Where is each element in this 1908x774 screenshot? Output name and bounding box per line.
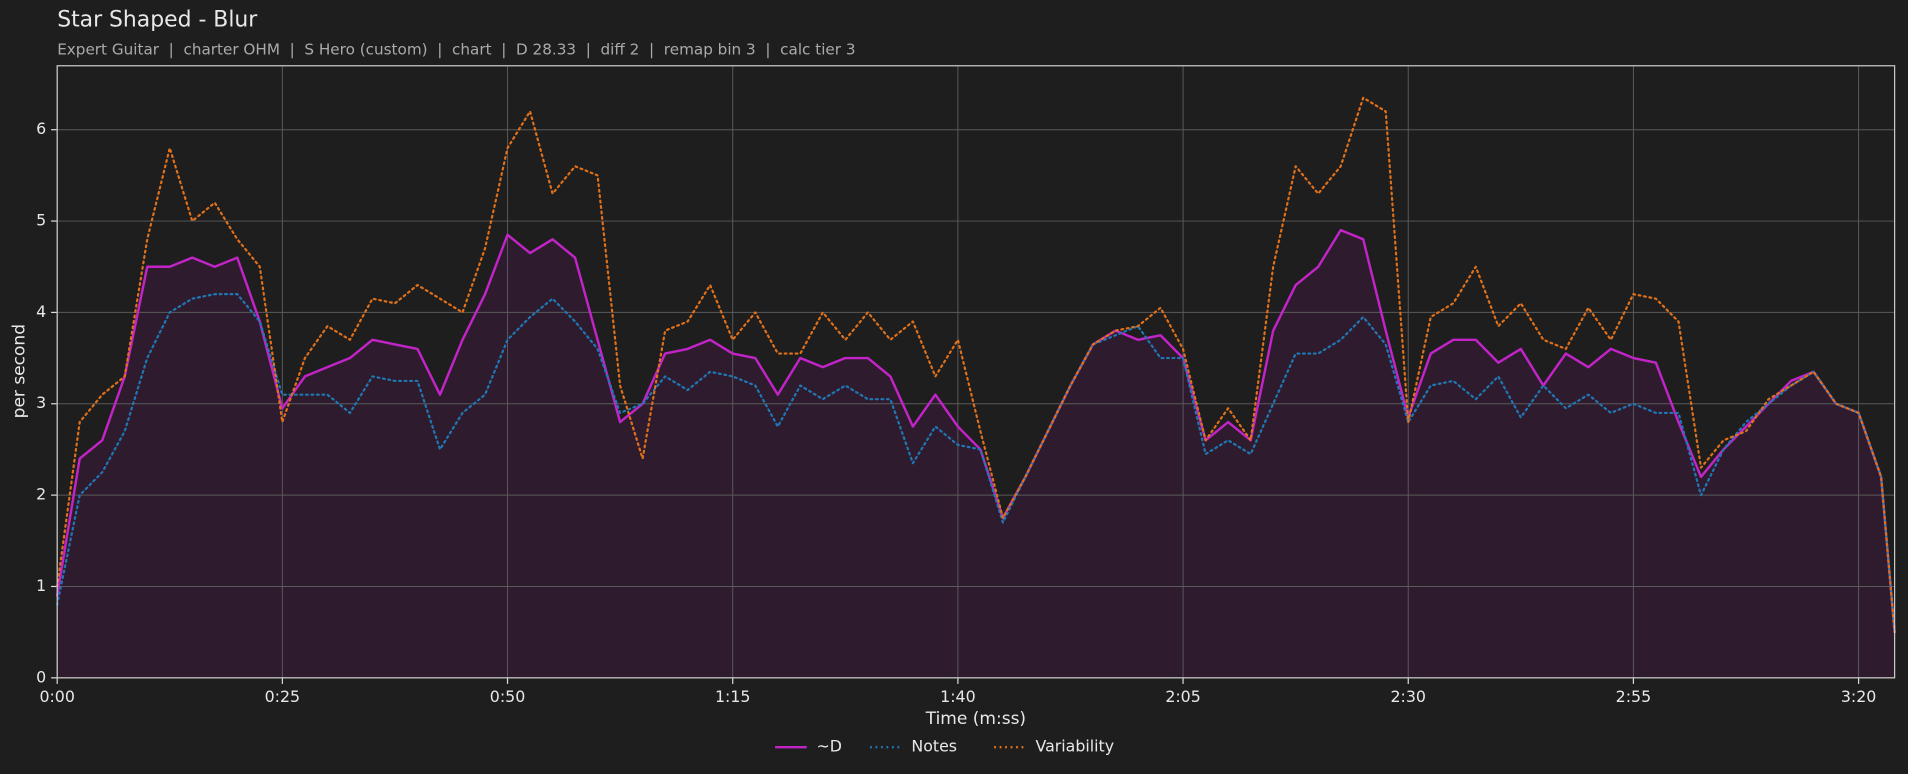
legend-label: Variability xyxy=(1036,737,1115,756)
series-line xyxy=(56,96,1896,634)
x-tick-label: 1:15 xyxy=(715,687,750,706)
y-axis-label: per second xyxy=(9,324,29,418)
legend-label: ~D xyxy=(816,737,841,756)
x-tick-label: 2:30 xyxy=(1390,687,1425,706)
x-tick-label: 1:40 xyxy=(940,687,975,706)
y-tick-label: 2 xyxy=(36,485,46,504)
x-axis-label: Time (m:ss) xyxy=(925,709,1026,729)
legend-label: Notes xyxy=(911,737,957,756)
y-tick-label: 3 xyxy=(36,393,46,412)
x-tick-label: 0:50 xyxy=(490,687,525,706)
area xyxy=(57,230,1895,678)
series-line xyxy=(56,293,1896,634)
x-tick-label: 2:55 xyxy=(1616,687,1651,706)
x-tick-label: 2:05 xyxy=(1165,687,1200,706)
chart-title: Star Shaped - Blur xyxy=(57,8,257,33)
y-tick-label: 4 xyxy=(36,302,46,321)
y-tick-label: 5 xyxy=(36,211,46,230)
chart-subtitle: Expert Guitar | charter OHM | S Hero (cu… xyxy=(57,40,855,58)
y-tick-label: 0 xyxy=(36,667,46,686)
plot-frame xyxy=(56,65,1896,679)
y-tick-label: 1 xyxy=(36,576,46,595)
x-tick-label: 0:00 xyxy=(39,687,74,706)
y-tick-label: 6 xyxy=(36,119,46,138)
x-tick-label: 3:20 xyxy=(1841,687,1876,706)
x-tick-label: 0:25 xyxy=(265,687,300,706)
